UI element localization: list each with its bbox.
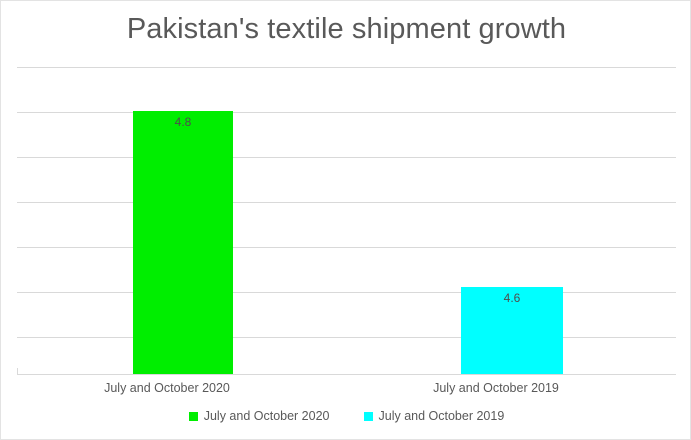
legend-label-2019: July and October 2019 <box>378 409 505 423</box>
chart-legend: July and October 2020 July and October 2… <box>1 409 690 423</box>
plot-area: 4.8 4.6 <box>17 67 676 374</box>
gridline <box>17 337 676 338</box>
bar-2020[interactable]: 4.8 <box>133 111 233 374</box>
gridline <box>17 202 676 203</box>
gridline <box>17 292 676 293</box>
x-axis-label-2019: July and October 2019 <box>433 381 559 395</box>
legend-swatch-icon <box>363 411 373 421</box>
x-axis-tick <box>17 368 18 375</box>
bar-value-label-2020: 4.8 <box>174 115 192 129</box>
gridline <box>17 247 676 248</box>
bar-2019[interactable]: 4.6 <box>461 287 563 374</box>
legend-item-2019[interactable]: July and October 2019 <box>363 409 505 423</box>
chart-title: Pakistan's textile shipment growth <box>126 13 567 45</box>
legend-label-2020: July and October 2020 <box>203 409 330 423</box>
gridline <box>17 157 676 158</box>
legend-item-2020[interactable]: July and October 2020 <box>188 409 330 423</box>
legend-swatch-icon <box>188 411 198 421</box>
gridline <box>17 67 676 68</box>
gridline <box>17 112 676 113</box>
bar-value-label-2019: 4.6 <box>503 291 521 305</box>
x-axis-label-2020: July and October 2020 <box>104 381 230 395</box>
x-axis-line <box>17 374 676 375</box>
